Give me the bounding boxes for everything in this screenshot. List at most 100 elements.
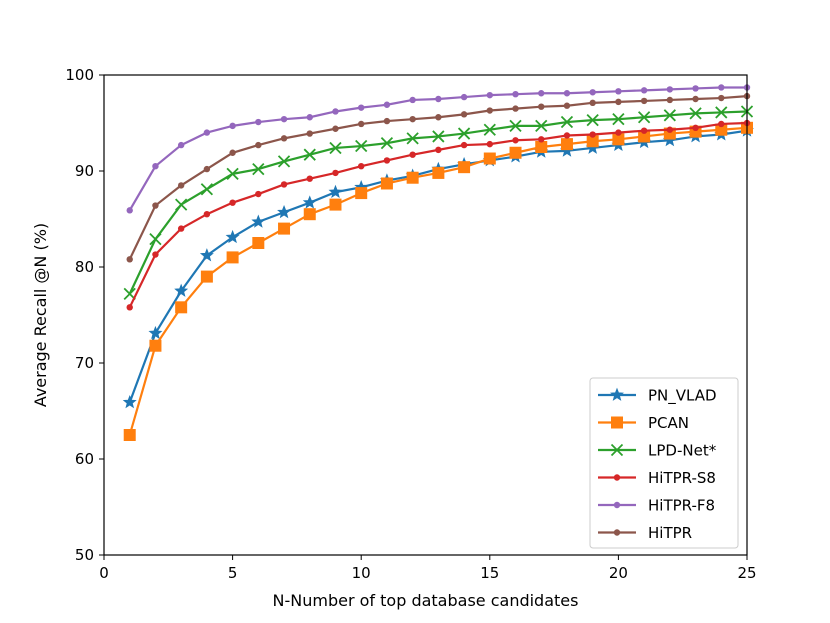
data-point-hitpr-f8 [538, 90, 545, 97]
x-tick-label: 25 [737, 564, 756, 582]
data-point-pcan [149, 339, 162, 352]
data-point-pn-vlad [225, 229, 240, 244]
data-point-pcan [406, 171, 419, 184]
data-point-hitpr-s8 [409, 151, 416, 158]
data-point-pcan [432, 166, 445, 179]
x-tick-label: 5 [228, 564, 238, 582]
series-hitpr-s8 [126, 119, 751, 311]
y-tick-label: 50 [75, 546, 94, 564]
x-marker-stroke [175, 198, 188, 211]
data-point-lpd-net [560, 115, 574, 129]
legend-marker-lpd-net [610, 443, 624, 457]
data-point-hitpr [589, 99, 596, 107]
data-point-hitpr-f8 [718, 84, 725, 91]
data-point-hitpr [460, 111, 468, 118]
data-point-pcan [278, 222, 291, 235]
data-point-pn-vlad [302, 195, 317, 209]
data-point-lpd-net [612, 113, 625, 126]
data-point-hitpr-f8 [615, 88, 622, 95]
x-marker-stroke [663, 109, 676, 122]
data-point-hitpr-f8 [435, 95, 442, 103]
data-point-pcan [329, 198, 342, 211]
data-point-hitpr-f8 [152, 163, 159, 170]
data-point-lpd-net [637, 111, 651, 124]
data-point-pn-vlad [148, 325, 163, 340]
y-tick-label: 100 [65, 66, 94, 84]
data-point-hitpr-f8 [460, 93, 468, 101]
data-point-lpd-net [355, 139, 368, 153]
series-lpd-net [123, 105, 754, 301]
data-point-lpd-net [715, 106, 728, 119]
data-point-lpd-net [252, 162, 265, 176]
data-point-hitpr [538, 103, 545, 110]
data-point-pcan [458, 161, 471, 174]
data-point-lpd-net [509, 119, 522, 133]
data-point-hitpr-s8 [126, 304, 133, 311]
data-point-lpd-net [406, 132, 419, 145]
data-point-lpd-net [535, 119, 548, 133]
data-point-pcan [715, 123, 728, 136]
legend-marker-hitpr-f8 [613, 501, 621, 509]
x-marker-stroke [303, 148, 316, 161]
data-point-pcan [535, 141, 548, 153]
data-point-pcan [123, 429, 136, 441]
x-marker-stroke [406, 132, 419, 145]
data-point-hitpr-s8 [306, 175, 313, 182]
data-point-hitpr-s8 [152, 251, 159, 258]
y-tick-label: 80 [75, 258, 94, 276]
data-point-lpd-net [663, 109, 676, 122]
x-marker-stroke [586, 113, 599, 127]
data-point-hitpr-s8 [512, 137, 519, 144]
series-pcan [123, 121, 753, 441]
legend-marker-hitpr [613, 529, 621, 536]
data-point-hitpr-f8 [358, 104, 365, 111]
data-point-pcan [175, 301, 188, 314]
x-marker-stroke [380, 137, 394, 150]
data-point-lpd-net [200, 183, 214, 196]
data-point-hitpr-f8 [640, 87, 648, 94]
x-marker-stroke [612, 113, 625, 126]
data-point-hitpr-s8 [615, 129, 622, 136]
data-point-hitpr [203, 165, 211, 173]
data-point-hitpr-f8 [383, 101, 391, 108]
data-point-pn-vlad [277, 204, 292, 219]
data-point-hitpr-s8 [538, 136, 545, 143]
data-point-hitpr-s8 [358, 163, 365, 170]
data-point-hitpr [306, 130, 313, 137]
data-point-lpd-net [483, 123, 496, 136]
x-marker-stroke [509, 119, 522, 133]
data-point-lpd-net [175, 198, 188, 211]
x-marker-stroke [200, 183, 214, 196]
data-point-hitpr-f8 [692, 85, 699, 92]
series-hitpr [126, 92, 751, 263]
x-marker-stroke [483, 123, 496, 136]
data-point-lpd-net [303, 148, 316, 161]
data-point-hitpr-f8 [306, 114, 313, 121]
data-point-lpd-net [689, 107, 702, 120]
x-marker-stroke [715, 106, 728, 119]
legend: PN_VLAD PCAN LPD-Net* HiTPR-S8 HiTPR-F8 HiTPR [589, 377, 739, 549]
data-point-hitpr-s8 [666, 126, 674, 133]
data-point-pn-vlad [328, 184, 343, 199]
data-point-hitpr [640, 97, 648, 105]
ticks-layer: 0 5 10 15 20 25 50 60 70 80 90 100 [65, 66, 756, 582]
data-point-hitpr-f8 [666, 86, 674, 93]
data-point-hitpr-f8 [229, 122, 236, 130]
data-point-hitpr-f8 [203, 129, 211, 136]
data-point-hitpr-s8 [229, 199, 236, 206]
y-tick-label: 90 [75, 162, 94, 180]
data-point-pcan [355, 187, 368, 200]
data-point-hitpr [512, 105, 519, 112]
data-point-hitpr [358, 120, 365, 128]
data-point-hitpr-f8 [512, 91, 519, 98]
data-point-hitpr-s8 [280, 181, 288, 188]
data-point-hitpr [666, 96, 674, 104]
data-point-hitpr-s8 [692, 124, 699, 131]
data-point-lpd-net [329, 141, 342, 155]
data-point-hitpr [126, 256, 133, 263]
data-point-hitpr [563, 102, 571, 109]
data-point-hitpr-s8 [460, 141, 468, 149]
data-point-pcan [303, 208, 316, 221]
x-axis-label: N-Number of top database candidates [273, 591, 579, 610]
x-tick-label: 20 [609, 564, 628, 582]
